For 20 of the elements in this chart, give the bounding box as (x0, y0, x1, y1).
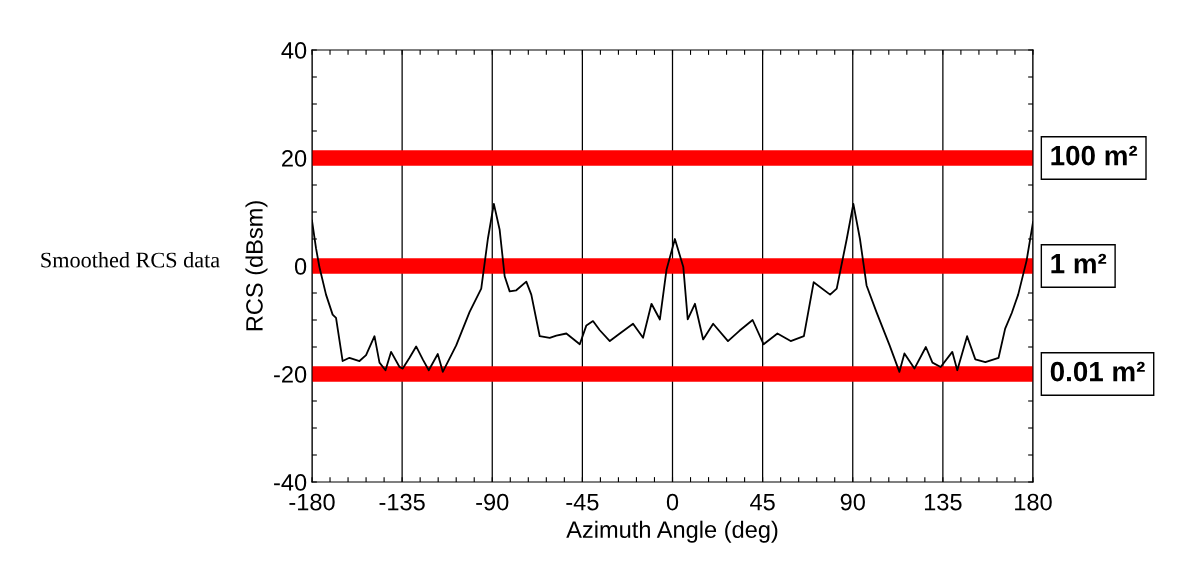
y-axis-title: RCS (dBsm) (245, 201, 268, 331)
x-tick-label: 0 (666, 493, 679, 511)
y-tick-label: 40 (281, 42, 307, 59)
ref-line-label: 1 m² (1051, 253, 1107, 274)
x-tick-label: 180 (1015, 493, 1052, 511)
ref-line-label: 100 m² (1051, 145, 1138, 166)
x-tick-label: 45 (750, 493, 775, 511)
y-tick-label: -40 (274, 474, 307, 491)
x-tick-label: -180 (289, 493, 335, 511)
x-axis-title: Azimuth Angle (deg) (566, 520, 778, 543)
x-tick-label: 90 (840, 493, 865, 511)
x-tick-label: -135 (379, 493, 425, 511)
x-tick-label: 135 (924, 493, 962, 511)
y-tick-label: 20 (282, 150, 307, 167)
x-tick-label: -45 (566, 493, 599, 511)
y-tick-label: -20 (274, 366, 307, 383)
y-tick-label: 0 (294, 258, 307, 275)
ref-line-label: 0.01 m² (1050, 361, 1145, 382)
x-tick-label: -90 (476, 493, 509, 511)
text: Smoothed RCS data (41, 251, 220, 268)
